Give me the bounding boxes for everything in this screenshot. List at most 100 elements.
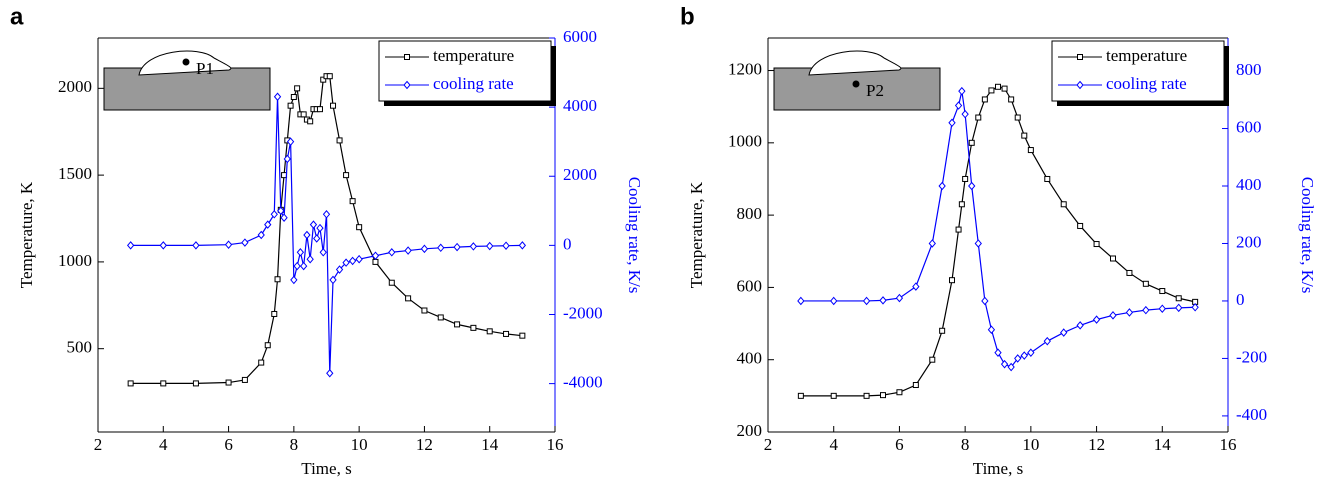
point bbox=[326, 73, 333, 80]
x-tick-label: 12 bbox=[1088, 435, 1105, 454]
point bbox=[264, 220, 272, 229]
legend-marker bbox=[403, 80, 411, 90]
point bbox=[797, 296, 805, 306]
point bbox=[454, 321, 461, 328]
x-axis-label: Time, s bbox=[301, 459, 351, 478]
point bbox=[1060, 328, 1068, 337]
inset-point bbox=[852, 80, 860, 88]
point bbox=[1014, 354, 1022, 363]
point bbox=[283, 154, 291, 164]
point bbox=[1001, 85, 1008, 92]
y2-tick-label: -4000 bbox=[563, 373, 603, 392]
point bbox=[1175, 303, 1183, 313]
point bbox=[372, 258, 379, 265]
inset-plate bbox=[103, 67, 271, 111]
point bbox=[453, 242, 461, 252]
x-tick-label: 4 bbox=[829, 435, 838, 454]
point bbox=[1191, 303, 1199, 312]
point bbox=[437, 314, 444, 321]
inset-bead bbox=[808, 50, 902, 76]
point bbox=[955, 226, 962, 233]
point bbox=[862, 296, 871, 306]
legend-label: cooling rate bbox=[433, 74, 514, 93]
point bbox=[330, 102, 337, 109]
point bbox=[303, 230, 311, 240]
y-tick-label: 200 bbox=[737, 421, 763, 440]
point bbox=[322, 209, 331, 219]
y2-tick-label: -200 bbox=[1236, 347, 1267, 366]
y2-tick-label: 0 bbox=[1236, 290, 1245, 309]
point bbox=[929, 356, 936, 363]
point bbox=[290, 275, 298, 285]
point bbox=[961, 109, 969, 119]
point bbox=[895, 293, 904, 303]
point bbox=[962, 175, 969, 182]
point bbox=[988, 87, 995, 94]
point bbox=[313, 234, 321, 243]
point bbox=[421, 307, 428, 314]
point bbox=[160, 380, 167, 387]
point bbox=[912, 382, 919, 389]
point bbox=[127, 380, 134, 387]
point bbox=[1158, 304, 1166, 313]
point bbox=[1093, 241, 1100, 248]
series-line bbox=[130, 96, 523, 374]
x-tick-label: 14 bbox=[481, 435, 499, 454]
point bbox=[1060, 201, 1067, 208]
point bbox=[912, 282, 920, 291]
y2-tick-label: -2000 bbox=[563, 303, 603, 322]
y-tick-label: 400 bbox=[737, 349, 763, 368]
y2-tick-label: 6000 bbox=[563, 27, 597, 46]
point bbox=[286, 137, 295, 146]
x-tick-label: 16 bbox=[1220, 435, 1237, 454]
y-tick-label: 1000 bbox=[728, 132, 762, 151]
point bbox=[296, 248, 305, 257]
point bbox=[192, 380, 199, 387]
legend-label: temperature bbox=[433, 46, 514, 65]
point bbox=[336, 137, 343, 144]
point bbox=[830, 392, 837, 399]
point bbox=[241, 376, 248, 383]
point bbox=[371, 251, 380, 261]
point bbox=[405, 295, 412, 302]
y-axis-label: Temperature, K bbox=[687, 181, 706, 288]
x-axis-label: Time, s bbox=[973, 459, 1023, 478]
point bbox=[470, 324, 477, 331]
panel-label: a bbox=[10, 3, 24, 30]
x-tick-label: 2 bbox=[94, 435, 103, 454]
y2-tick-label: 800 bbox=[1236, 60, 1262, 79]
inset-label: P2 bbox=[866, 81, 884, 100]
point bbox=[879, 296, 887, 305]
x-tick-label: 14 bbox=[1154, 435, 1172, 454]
x-tick-label: 8 bbox=[290, 435, 299, 454]
point bbox=[300, 111, 307, 118]
x-tick-label: 16 bbox=[547, 435, 564, 454]
panel-label: b bbox=[680, 3, 695, 30]
point bbox=[1159, 288, 1166, 295]
point bbox=[949, 277, 955, 284]
point bbox=[948, 118, 956, 128]
point bbox=[349, 198, 356, 205]
point bbox=[126, 241, 135, 250]
point bbox=[519, 332, 526, 339]
y2-tick-label: 4000 bbox=[563, 96, 597, 115]
point bbox=[388, 279, 395, 286]
y2-tick-label: 2000 bbox=[563, 165, 597, 184]
point bbox=[326, 368, 334, 378]
point bbox=[502, 241, 510, 250]
legend-marker bbox=[1077, 54, 1083, 60]
y2-tick-label: 400 bbox=[1236, 175, 1262, 194]
x-tick-label: 12 bbox=[416, 435, 433, 454]
point bbox=[797, 392, 804, 399]
point bbox=[355, 254, 363, 264]
y-tick-label: 1000 bbox=[58, 251, 92, 270]
x-tick-label: 4 bbox=[159, 435, 168, 454]
legend-marker bbox=[1076, 80, 1084, 90]
x-tick-label: 8 bbox=[961, 435, 970, 454]
point bbox=[995, 83, 1001, 90]
legend bbox=[378, 40, 552, 102]
x-tick-label: 10 bbox=[1022, 435, 1039, 454]
point bbox=[1175, 295, 1182, 302]
point bbox=[159, 241, 167, 250]
point bbox=[1027, 348, 1035, 357]
